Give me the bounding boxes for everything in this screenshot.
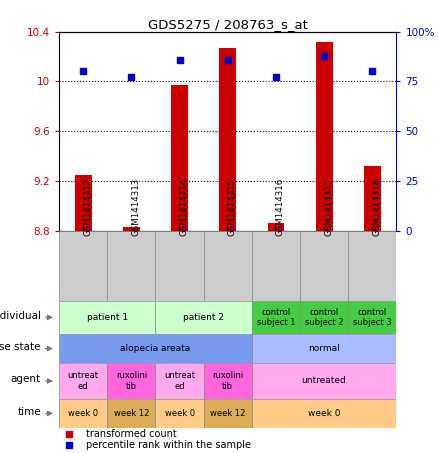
Text: week 12: week 12: [210, 409, 245, 418]
Bar: [364, 166, 381, 231]
Text: agent: agent: [11, 374, 41, 384]
Bar: [155, 301, 252, 334]
Text: ruxolini
tib: ruxolini tib: [116, 371, 147, 390]
Bar: [348, 301, 396, 334]
Text: alopecia areata: alopecia areata: [120, 344, 191, 353]
Bar: [107, 363, 155, 399]
Bar: [59, 399, 107, 428]
Text: week 12: week 12: [114, 409, 149, 418]
Bar: [155, 231, 204, 301]
Text: transformed count: transformed count: [86, 429, 177, 439]
Bar: [171, 85, 188, 231]
Text: percentile rank within the sample: percentile rank within the sample: [86, 440, 251, 450]
Text: GSM1414317: GSM1414317: [324, 178, 333, 236]
Text: GSM1414315: GSM1414315: [228, 178, 237, 236]
Bar: [59, 231, 107, 301]
Bar: [107, 399, 155, 428]
Text: untreat
ed: untreat ed: [164, 371, 195, 390]
Bar: [348, 231, 396, 301]
Text: control
subject 2: control subject 2: [305, 308, 343, 327]
Bar: [219, 48, 236, 231]
Bar: [204, 399, 252, 428]
Bar: [300, 231, 348, 301]
Bar: [204, 231, 252, 301]
Bar: [155, 399, 204, 428]
Text: untreat
ed: untreat ed: [68, 371, 99, 390]
Bar: [268, 223, 284, 231]
Bar: [300, 301, 348, 334]
Bar: [59, 334, 252, 363]
Text: week 0: week 0: [308, 409, 340, 418]
Bar: [155, 363, 204, 399]
Bar: [75, 175, 92, 231]
Text: individual: individual: [0, 311, 41, 321]
Bar: [123, 227, 140, 231]
Bar: [204, 363, 252, 399]
Text: untreated: untreated: [302, 376, 346, 386]
Bar: [107, 231, 155, 301]
Text: patient 2: patient 2: [183, 313, 224, 322]
Bar: [252, 334, 396, 363]
Text: control
subject 3: control subject 3: [353, 308, 392, 327]
Title: GDS5275 / 208763_s_at: GDS5275 / 208763_s_at: [148, 18, 308, 30]
Bar: [316, 42, 332, 231]
Bar: [252, 301, 300, 334]
Text: GSM1414312: GSM1414312: [83, 178, 92, 236]
Text: time: time: [18, 407, 41, 417]
Text: control
subject 1: control subject 1: [257, 308, 295, 327]
Text: week 0: week 0: [165, 409, 194, 418]
Bar: [59, 301, 155, 334]
Bar: [252, 399, 396, 428]
Text: week 0: week 0: [68, 409, 98, 418]
Text: patient 1: patient 1: [87, 313, 128, 322]
Bar: [252, 231, 300, 301]
Text: normal: normal: [308, 344, 340, 353]
Text: ruxolini
tib: ruxolini tib: [212, 371, 244, 390]
Text: disease state: disease state: [0, 342, 41, 352]
Bar: [59, 363, 107, 399]
Text: GSM1414318: GSM1414318: [372, 178, 381, 236]
Text: GSM1414313: GSM1414313: [131, 178, 141, 236]
Text: GSM1414316: GSM1414316: [276, 178, 285, 236]
Bar: [252, 363, 396, 399]
Text: GSM1414314: GSM1414314: [180, 178, 189, 236]
